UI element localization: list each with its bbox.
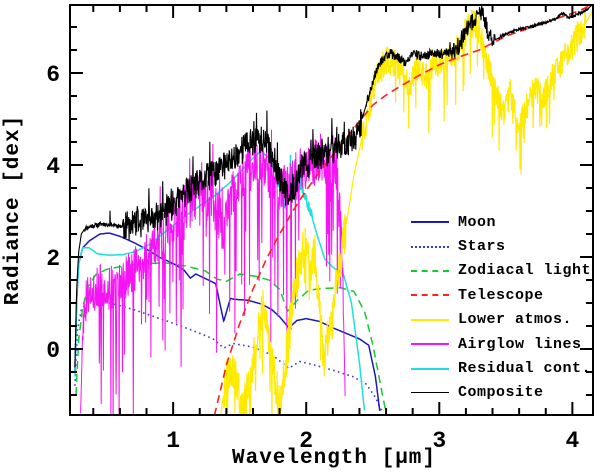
legend-line-telescope bbox=[411, 294, 449, 297]
legend-label-telescope: Telescope bbox=[458, 286, 544, 304]
legend-item-zodiacal-light: Zodiacal light bbox=[411, 259, 591, 283]
legend-item-moon: Moon bbox=[411, 210, 591, 234]
legend-label-lower-atmos: Lower atmos. bbox=[458, 311, 573, 329]
x-tick-label: 4 bbox=[565, 428, 579, 454]
legend-item-composite: Composite bbox=[411, 381, 591, 405]
series-lower_atmos bbox=[219, 8, 593, 415]
legend-line-zodiacal-light bbox=[411, 269, 449, 272]
x-tick-label: 1 bbox=[166, 428, 180, 454]
x-tick-label: 2 bbox=[299, 428, 313, 454]
x-axis-label: Wavelength [μm] bbox=[231, 447, 437, 470]
legend-label-composite: Composite bbox=[458, 384, 544, 402]
legend-item-lower-atmos: Lower atmos. bbox=[411, 308, 591, 332]
x-tick-label: 3 bbox=[432, 428, 446, 454]
legend: Moon Stars Zodiacal light Telescope Lowe… bbox=[411, 210, 591, 405]
legend-line-lower-atmos bbox=[411, 318, 449, 321]
y-tick-label: 2 bbox=[46, 246, 60, 272]
y-axis-label: Radiance [dex] bbox=[2, 114, 25, 306]
legend-line-stars bbox=[411, 245, 449, 248]
legend-label-airglow-lines: Airglow lines bbox=[458, 335, 582, 353]
legend-label-residual-cont: Residual cont. bbox=[458, 360, 592, 378]
series-stars bbox=[74, 298, 384, 413]
legend-line-residual-cont bbox=[411, 367, 449, 370]
y-tick-label: 4 bbox=[46, 154, 60, 180]
series-composite bbox=[74, 5, 593, 368]
legend-label-moon: Moon bbox=[458, 213, 497, 231]
legend-item-residual-cont: Residual cont. bbox=[411, 356, 591, 380]
legend-line-moon bbox=[411, 221, 449, 224]
series-telescope bbox=[213, 5, 593, 415]
legend-item-airglow-lines: Airglow lines bbox=[411, 332, 591, 356]
legend-label-stars: Stars bbox=[458, 238, 506, 256]
y-tick-label: 0 bbox=[46, 338, 60, 364]
legend-line-composite bbox=[411, 392, 449, 394]
legend-item-telescope: Telescope bbox=[411, 283, 591, 307]
legend-item-stars: Stars bbox=[411, 234, 591, 258]
y-tick-label: 6 bbox=[46, 62, 60, 88]
legend-label-zodiacal-light: Zodiacal light bbox=[458, 262, 592, 280]
legend-line-airglow-lines bbox=[411, 343, 449, 346]
